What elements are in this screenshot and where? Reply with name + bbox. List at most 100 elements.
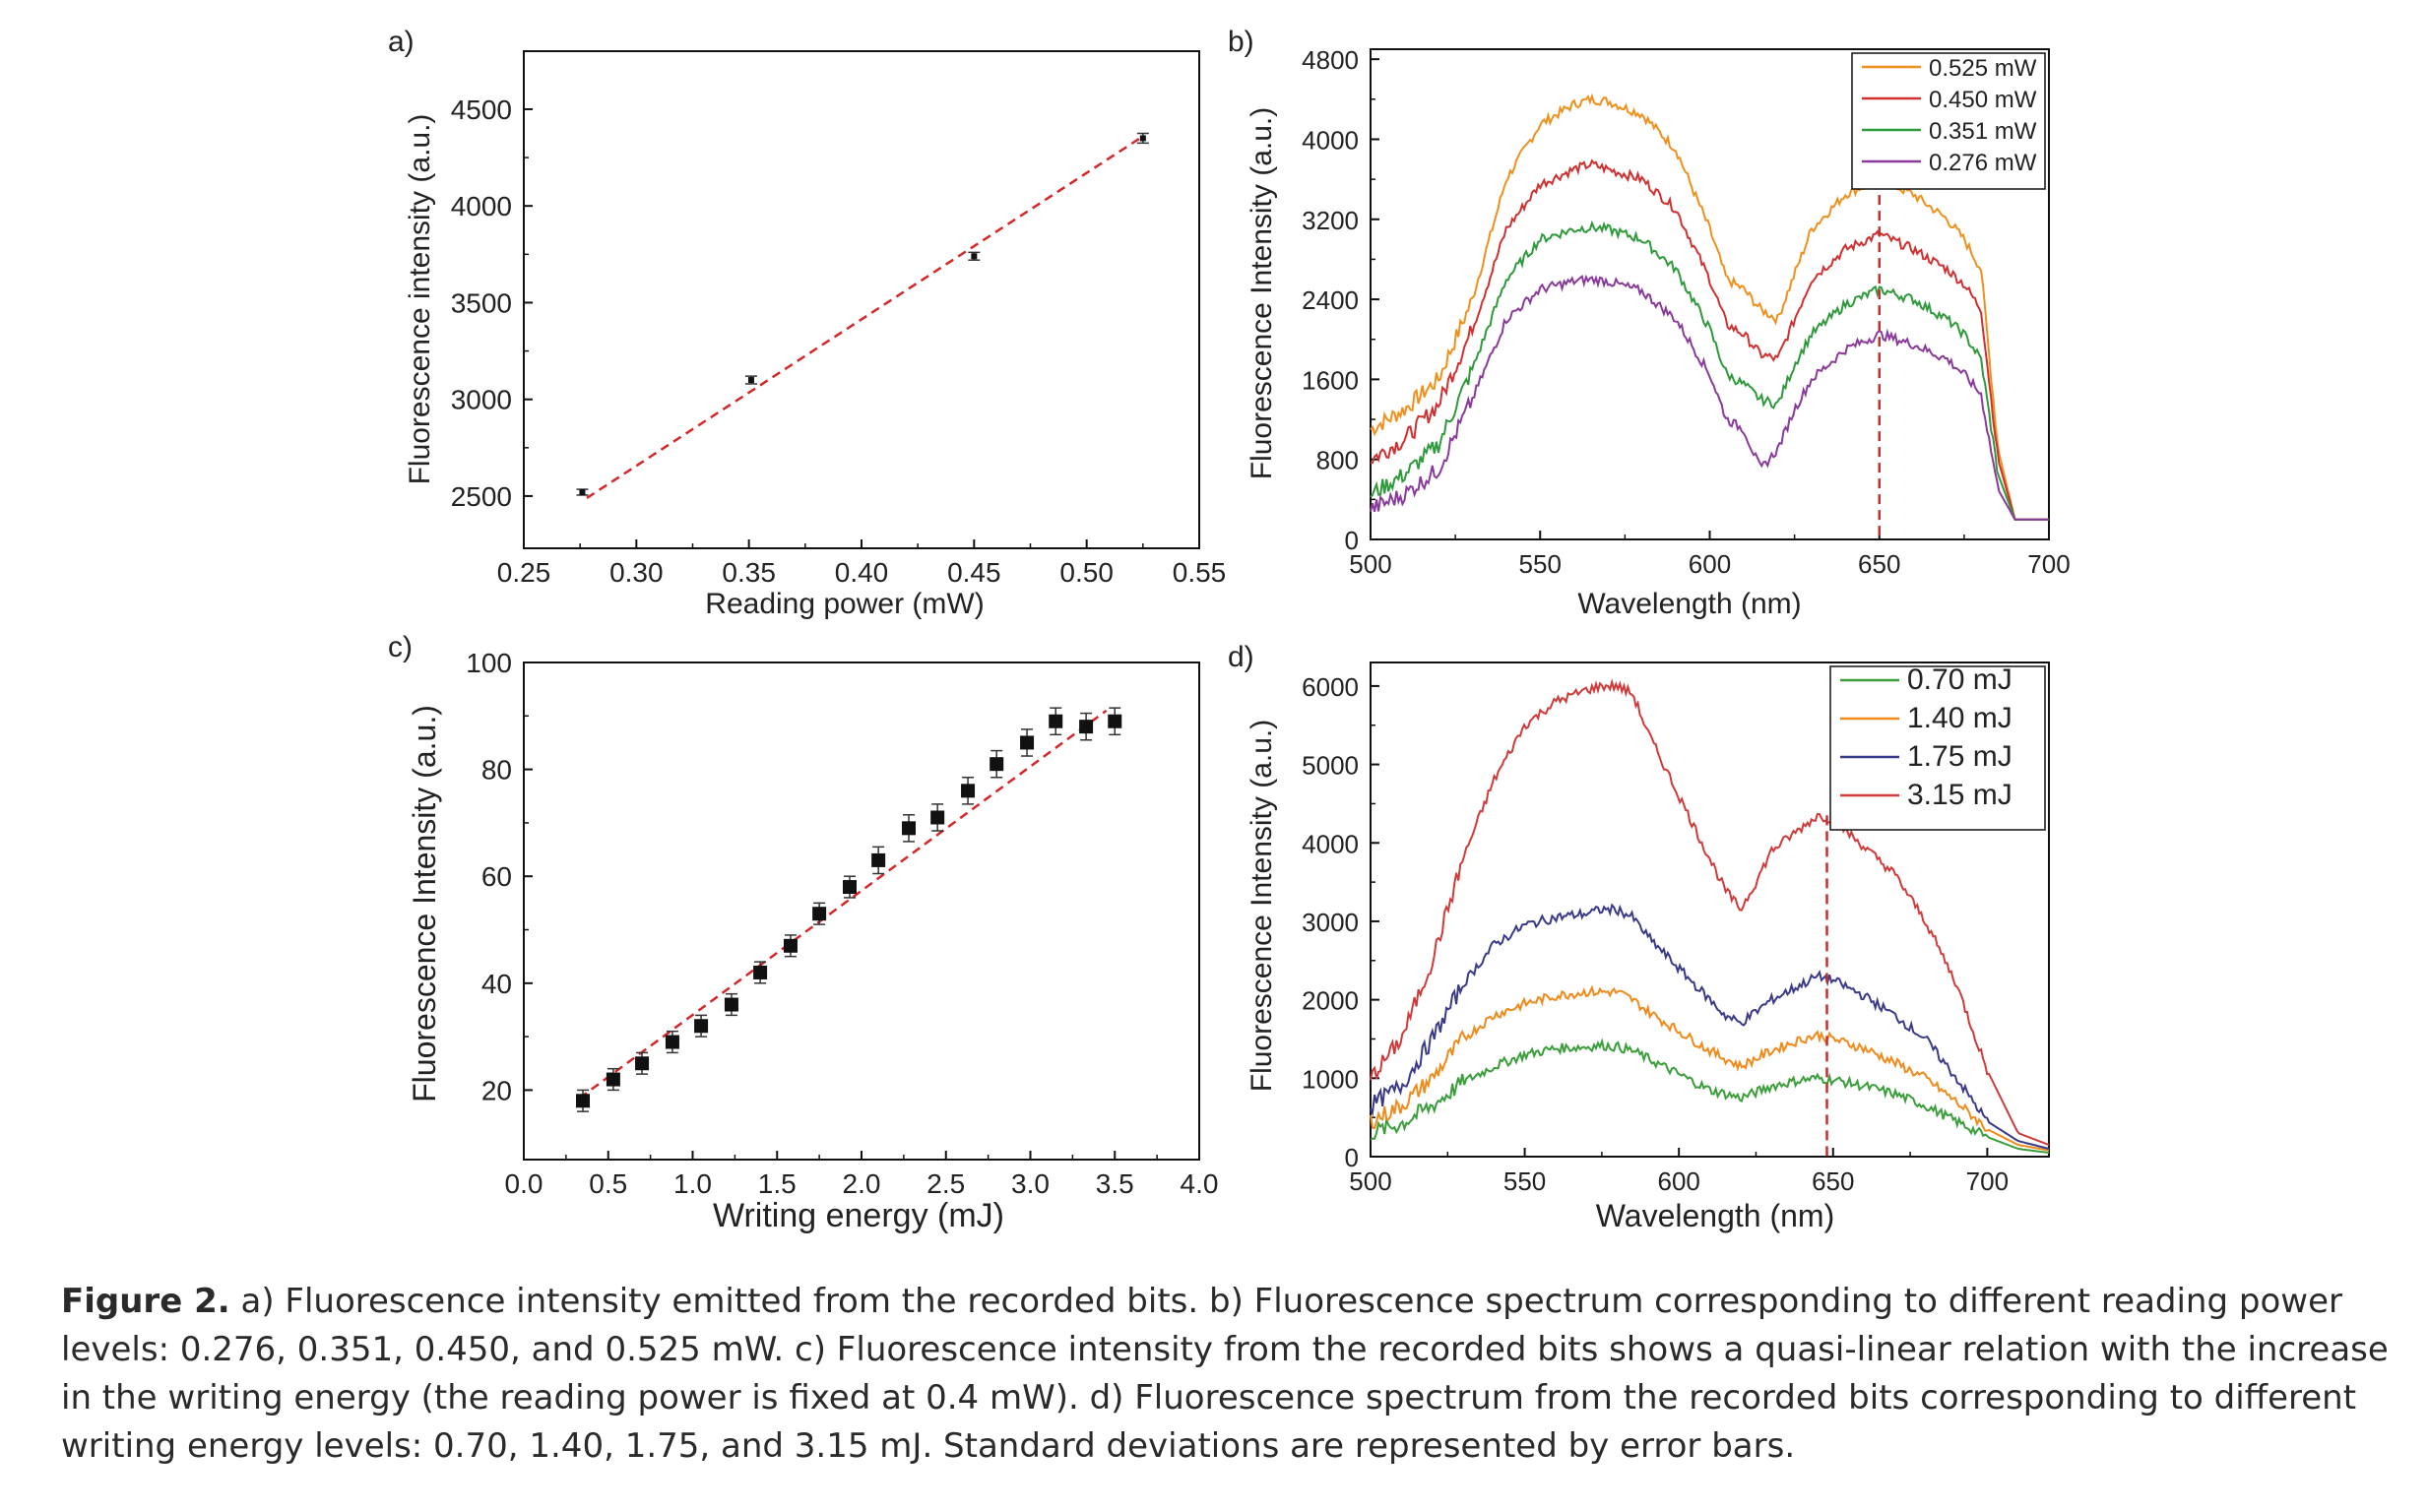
panel-c-xlabel: Writing energy (mJ)	[713, 1197, 1004, 1234]
x-tick-label: 550	[1503, 1166, 1546, 1196]
x-tick-label: 0.45	[947, 557, 1001, 588]
caption-label: Figure 2.	[61, 1282, 230, 1321]
x-tick-label: 0.50	[1059, 557, 1114, 588]
figure-caption: Figure 2. a) Fluorescence intensity emit…	[61, 1278, 2404, 1471]
panel-a-ylabel: Fluorescence intensity (a.u.)	[404, 114, 436, 485]
y-tick-label: 4000	[451, 191, 512, 221]
series-line	[1370, 1038, 2050, 1154]
x-tick-label: 550	[1519, 549, 1562, 579]
legend-label: 0.450 mW	[1929, 87, 2037, 113]
x-tick-label: 500	[1349, 549, 1391, 579]
panel-b-xlabel: Wavelength (nm)	[1577, 588, 1801, 620]
data-point	[579, 489, 586, 496]
x-tick-label: 0.40	[835, 557, 889, 588]
y-tick-label: 800	[1316, 446, 1359, 475]
legend-label: 0.351 mW	[1929, 118, 2037, 145]
y-tick-label: 6000	[1302, 672, 1359, 702]
legend-label: 0.525 mW	[1929, 55, 2037, 82]
legend-label: 3.15 mJ	[1907, 779, 2013, 811]
panel-b-label: b)	[1228, 26, 1254, 58]
x-tick-label: 650	[1812, 1166, 1854, 1196]
data-point	[971, 253, 978, 260]
panel-b: b) Wavelength (nm) Fluorescence Intensit…	[1228, 26, 2071, 620]
data-point	[606, 1072, 620, 1087]
y-tick-label: 60	[481, 861, 512, 892]
x-tick-label: 0.0	[505, 1168, 543, 1199]
panel-d-ylabel: Fluorescence Intensity (a.u.)	[1246, 720, 1278, 1093]
data-point	[1108, 714, 1122, 728]
legend-box	[1829, 665, 2046, 831]
panel-a-label: a)	[388, 26, 415, 58]
x-tick-label: 1.5	[758, 1168, 797, 1199]
x-tick-label: 700	[2027, 549, 2070, 579]
series-line	[1370, 984, 2050, 1152]
x-tick-label: 0.55	[1173, 557, 1227, 588]
y-tick-label: 100	[466, 648, 512, 678]
panel-c-ylabel: Fluorescence Intensity (a.u.)	[407, 705, 442, 1102]
data-point	[635, 1056, 650, 1071]
data-point	[783, 938, 798, 953]
series-line	[1370, 903, 2050, 1150]
legend-label: 1.40 mJ	[1907, 702, 2013, 734]
data-point	[812, 907, 827, 921]
x-tick-label: 4.0	[1181, 1168, 1219, 1199]
data-point	[871, 852, 886, 867]
panel-d-axes-frame	[1370, 662, 2050, 1158]
data-point	[842, 880, 857, 895]
data-point	[576, 1094, 591, 1108]
y-tick-label: 1000	[1302, 1064, 1359, 1094]
x-tick-label: 3.5	[1096, 1168, 1134, 1199]
series-line	[1370, 274, 2049, 521]
x-tick-label: 0.30	[609, 557, 664, 588]
y-tick-label: 5000	[1302, 751, 1359, 781]
data-point	[753, 965, 768, 979]
x-tick-label: 3.0	[1011, 1168, 1050, 1199]
panel-a-xlabel: Reading power (mW)	[705, 588, 984, 620]
y-tick-label: 4800	[1302, 45, 1359, 75]
y-tick-label: 2400	[1302, 285, 1359, 315]
y-tick-label: 4000	[1302, 829, 1359, 858]
y-tick-label: 3500	[451, 287, 512, 318]
panel-d: d) Wavelength (nm) Fluorescence Intensit…	[1228, 641, 2050, 1233]
x-tick-label: 700	[1966, 1166, 2009, 1196]
y-tick-label: 0	[1345, 1143, 1359, 1172]
data-point	[694, 1019, 709, 1034]
data-point	[665, 1035, 679, 1049]
x-tick-label: 0.35	[722, 557, 776, 588]
legend-label: 0.276 mW	[1929, 150, 2037, 176]
y-tick-label: 4500	[451, 94, 512, 125]
fit-line	[586, 135, 1144, 499]
y-tick-label: 40	[481, 969, 512, 999]
y-tick-label: 2500	[451, 481, 512, 512]
data-point	[990, 757, 1004, 772]
x-tick-label: 500	[1349, 1166, 1391, 1196]
x-tick-label: 600	[1689, 549, 1731, 579]
series-line	[1370, 678, 2050, 1146]
panel-b-ylabel: Fluorescence Intensity (a.u.)	[1246, 107, 1278, 480]
series-line	[1371, 158, 2049, 521]
legend-label: 1.75 mJ	[1907, 740, 2013, 773]
panel-c: c) Writing energy (mJ) Fluorescence Inte…	[388, 631, 1218, 1234]
x-tick-label: 2.5	[926, 1168, 965, 1199]
panel-c-axes-frame	[523, 662, 1200, 1161]
series-line	[1370, 93, 2049, 521]
caption-text: a) Fluorescence intensity emitted from t…	[61, 1282, 2389, 1466]
data-point	[724, 997, 738, 1012]
data-point	[930, 810, 945, 825]
y-tick-label: 3000	[451, 385, 512, 415]
fit-line	[578, 709, 1108, 1100]
y-tick-label: 1600	[1302, 365, 1359, 395]
y-tick-label: 0	[1345, 526, 1359, 555]
y-tick-label: 2000	[1302, 986, 1359, 1016]
data-point	[1020, 735, 1035, 750]
data-point	[1049, 714, 1063, 728]
panel-d-label: d)	[1228, 641, 1254, 673]
data-point	[1139, 135, 1146, 142]
panel-a: a) Reading power (mW) Fluorescence inten…	[388, 26, 1226, 620]
series-line	[1370, 220, 2049, 521]
y-tick-label: 4000	[1302, 125, 1359, 155]
data-point	[961, 784, 976, 798]
figure-canvas: a) Reading power (mW) Fluorescence inten…	[388, 26, 2071, 1234]
x-tick-label: 0.5	[589, 1168, 627, 1199]
panel-d-xlabel: Wavelength (nm)	[1596, 1198, 1834, 1233]
